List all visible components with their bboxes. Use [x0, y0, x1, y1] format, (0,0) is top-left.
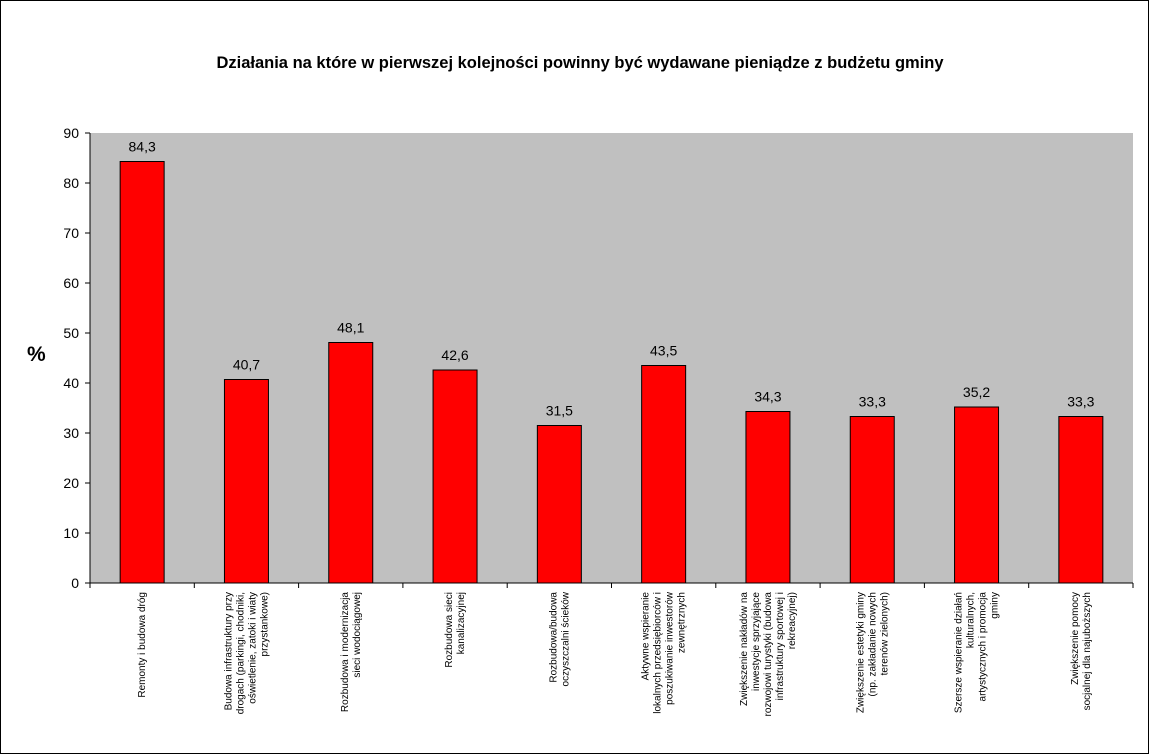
- x-category-label: zewnętrznych: [677, 592, 688, 653]
- data-label: 33,3: [859, 394, 886, 410]
- data-label: 31,5: [546, 403, 573, 419]
- y-tick-label: 30: [63, 425, 79, 441]
- x-category-label: Szersze wspieranie działań: [954, 592, 965, 713]
- x-category-label: infrastruktury sportowej i: [775, 592, 786, 700]
- x-category-label: sieci wodociągowej: [352, 592, 363, 678]
- bar: [328, 342, 374, 584]
- x-category-label: Zwiększenie nakładów na: [739, 592, 750, 706]
- data-label: 43,5: [650, 343, 677, 359]
- bar: [641, 365, 687, 584]
- x-category-label: kanalizacyjnej: [456, 592, 467, 654]
- x-category-label: artystycznych i promocja: [978, 592, 989, 702]
- y-tick-label: 80: [63, 175, 79, 191]
- y-tick-label: 10: [63, 525, 79, 541]
- data-label: 48,1: [337, 320, 364, 336]
- data-label: 33,3: [1067, 394, 1094, 410]
- x-category-label: Rozbudowa i modernizacja: [340, 592, 351, 713]
- data-label: 40,7: [233, 357, 260, 373]
- x-category-label: drogach (parkingi, chodniki,: [235, 592, 246, 714]
- x-category-label: oczyszczalni ścieków: [560, 591, 571, 686]
- bar: [954, 406, 1000, 584]
- y-axis-title: %: [27, 343, 46, 366]
- data-label: 34,3: [754, 389, 781, 405]
- x-category-label: oświetlenie, zatoki i wiaty: [247, 592, 258, 704]
- x-category-label: przystankowe): [259, 592, 270, 656]
- x-category-label: poszukiwanie inwestorów: [665, 591, 676, 705]
- x-category-label: (np. zakładanie nowych: [867, 592, 878, 697]
- bar: [745, 411, 791, 584]
- x-category-label: Rozbudowa/budowa: [548, 592, 559, 683]
- x-category-label: lokalnych przedsiębiorców i: [653, 592, 664, 714]
- x-category-label: Rozbudowa sieci: [444, 592, 455, 668]
- data-label: 84,3: [129, 139, 156, 155]
- y-tick-label: 0: [71, 575, 79, 591]
- data-label: 35,2: [963, 384, 990, 400]
- y-tick-label: 40: [63, 375, 79, 391]
- chart-title: Działania na które w pierwszej kolejnośc…: [216, 54, 944, 72]
- x-category-label: gminy: [990, 592, 1001, 619]
- x-category-label: terenów zielonych): [879, 592, 890, 675]
- x-category-label: Aktywne wspieranie: [641, 592, 652, 681]
- data-label: 42,6: [441, 347, 468, 363]
- x-category-label: rekreacyjnej): [787, 592, 798, 649]
- bar: [849, 416, 895, 584]
- x-category-label: inwestycje sprzyjające: [751, 592, 762, 691]
- bar: [223, 379, 269, 584]
- y-tick-label: 60: [63, 275, 79, 291]
- x-category-label: rozwojowi turystyki (budowa: [763, 592, 774, 717]
- bar: [536, 425, 582, 584]
- x-category-label: kulturalnych,: [966, 592, 977, 648]
- x-category-label: Zwiększenie estetyki gminy: [855, 592, 866, 713]
- x-category-label: Zwiększenie pomocy: [1070, 592, 1081, 685]
- bar: [432, 369, 478, 584]
- y-tick-label: 90: [63, 125, 79, 141]
- x-category-label: Budowa infrastruktury przy: [223, 592, 234, 710]
- y-tick-label: 50: [63, 325, 79, 341]
- bar: [1058, 416, 1104, 584]
- y-tick-label: 70: [63, 225, 79, 241]
- y-tick-label: 20: [63, 475, 79, 491]
- bar: [119, 161, 165, 584]
- x-category-label: socjalnej dla najuboższych: [1082, 592, 1093, 710]
- x-category-label: Remonty i budowa dróg: [137, 592, 148, 698]
